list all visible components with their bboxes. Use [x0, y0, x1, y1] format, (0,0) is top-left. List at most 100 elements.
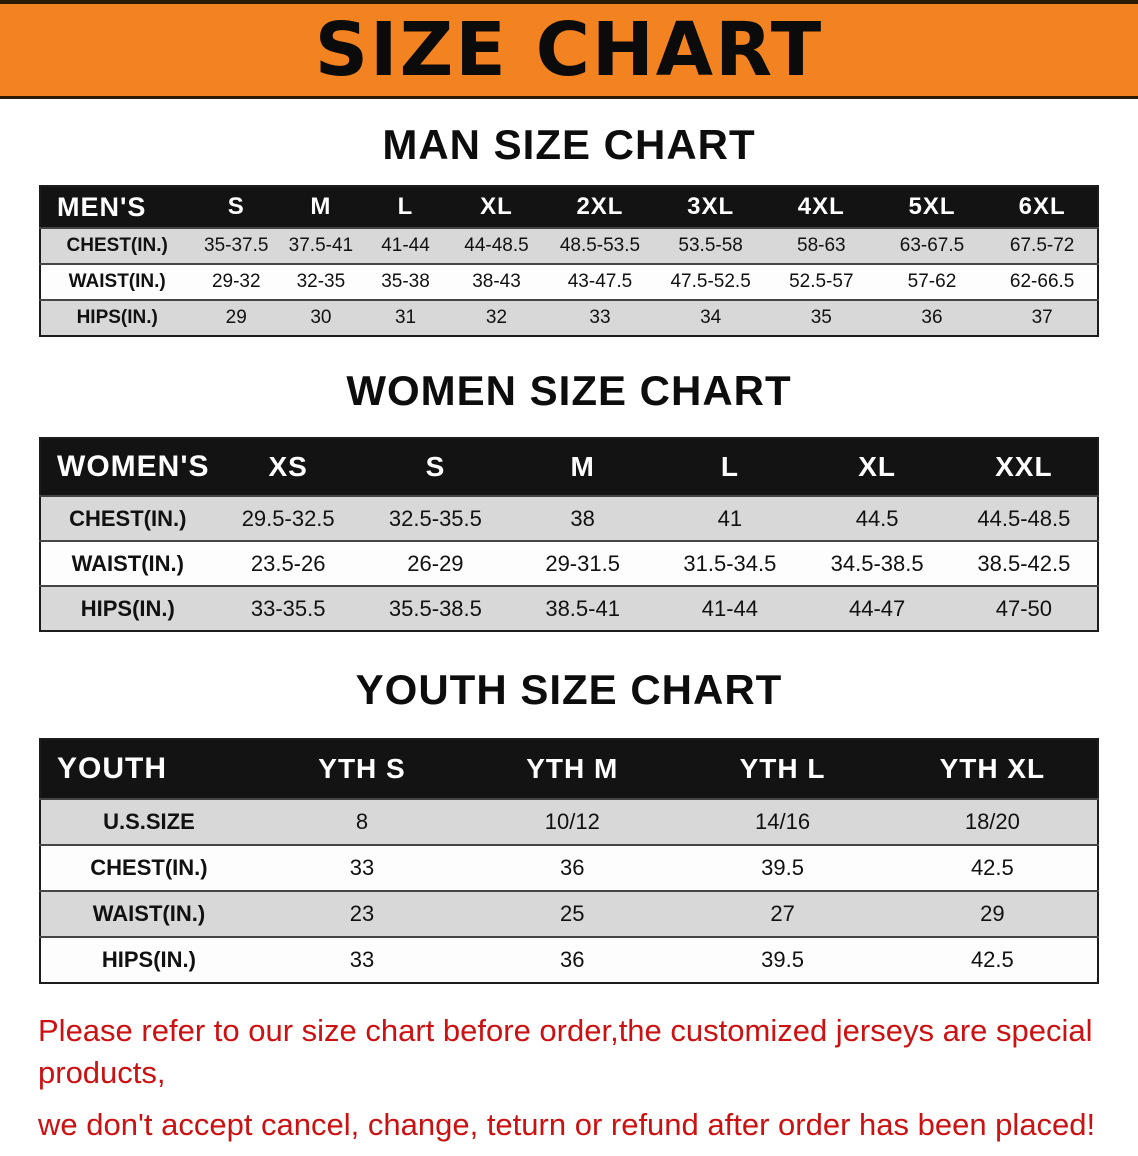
measurement-row-label: CHEST(IN.) — [90, 855, 208, 880]
size-value-cell: 38 — [570, 505, 595, 531]
size-value-cell: 35.5-38.5 — [388, 595, 482, 621]
banner: SIZE CHART — [0, 0, 1138, 99]
size-value-cell: 39.5 — [761, 855, 804, 880]
size-value-cell: 57-62 — [907, 271, 957, 292]
size-value-cell: 37.5-41 — [288, 235, 354, 256]
measurement-row: HIPS(IN.) 33-35.5 35.5-38.5 38.5-41 41-44 44-… — [40, 586, 1098, 631]
size-column-header: YTH M — [467, 739, 678, 799]
men-section-heading: MAN SIZE CHART — [382, 121, 756, 168]
size-value-cell: 29.5-32.5 — [241, 505, 335, 531]
size-value-cell: 33 — [589, 307, 611, 328]
youth-size-section: YOUTH SIZE CHART YOUTH YTH S YTH M YTH L YTH… — [0, 666, 1138, 984]
size-value-cell: 63-67.5 — [899, 235, 965, 256]
measurement-row-label: HIPS(IN.) — [80, 595, 175, 621]
table-head: WOMEN'S XS S M L XL XXL — [40, 438, 1098, 496]
measurement-row-label: CHEST(IN.) — [66, 235, 168, 256]
size-value-cell: 31 — [394, 307, 417, 328]
size-column-header: XL — [448, 186, 545, 228]
size-value-cell: 41 — [717, 505, 743, 531]
size-value-cell: 18/20 — [964, 809, 1020, 834]
size-value-cell: 26-29 — [407, 550, 464, 576]
measurement-row-label: HIPS(IN.) — [76, 307, 158, 328]
size-column-header: 3XL — [655, 186, 766, 228]
measurement-row: WAIST(IN.) 23 25 27 29 — [40, 891, 1098, 937]
size-value-cell: 35-38 — [381, 271, 430, 292]
size-value-cell: 23.5-26 — [250, 550, 326, 576]
measurement-row: HIPS(IN.) 29 30 31 32 33 34 35 36 37 — [40, 300, 1098, 336]
size-value-cell: 67.5-72 — [1009, 235, 1075, 256]
size-value-cell: 52.5-57 — [789, 271, 854, 292]
size-column-header: 5XL — [876, 186, 988, 228]
size-value-cell: 41-44 — [381, 235, 430, 256]
size-value-cell: 29-31.5 — [545, 550, 620, 576]
measurement-row-label: CHEST(IN.) — [69, 505, 187, 531]
measurement-row: HIPS(IN.) 33 36 39.5 42.5 — [40, 937, 1098, 983]
size-column-header: XS — [214, 438, 362, 496]
size-value-cell: 34 — [700, 307, 722, 328]
size-value-cell: 29-32 — [211, 271, 261, 292]
size-value-cell: 48.5-53.5 — [559, 235, 641, 256]
men-size-table: MEN'S S M L XL 2XL 3XL 4XL 5XL 6XL CHEST(IN.) 35-37… — [39, 185, 1099, 337]
measurement-row: CHEST(IN.) 33 36 39.5 42.5 — [40, 845, 1098, 891]
size-value-cell: 42.5 — [970, 947, 1014, 972]
size-value-cell: 44.5 — [855, 505, 899, 531]
measurement-row-label: HIPS(IN.) — [101, 947, 196, 972]
table-corner-label: YOUTH — [40, 739, 257, 799]
measurement-row: WAIST(IN.) 23.5-26 26-29 29-31.5 31.5-34.5 34… — [40, 541, 1098, 586]
size-column-header: YTH XL — [887, 739, 1098, 799]
table-corner-label: WOMEN'S — [40, 438, 215, 496]
measurement-row: WAIST(IN.) 29-32 32-35 35-38 38-43 43-47.5 47.… — [40, 264, 1098, 300]
size-column-header: S — [361, 438, 510, 496]
women-size-table: WOMEN'S XS S M L XL XXL CHEST(IN.) 29.5-32.5 32.5… — [39, 437, 1099, 632]
size-value-cell: 29 — [980, 901, 1005, 926]
measurement-row-label: WAIST(IN.) — [71, 550, 184, 576]
size-column-header: XXL — [950, 438, 1098, 496]
page-title: SIZE CHART — [314, 7, 824, 93]
size-column-header: 6XL — [987, 186, 1098, 228]
size-value-cell: 8 — [355, 809, 369, 834]
size-column-header: YTH S — [256, 739, 468, 799]
size-value-cell: 53.5-58 — [678, 235, 743, 256]
measurement-row-label: U.S.SIZE — [103, 809, 195, 834]
measurement-row: CHEST(IN.) 35-37.5 37.5-41 41-44 44-48.5 48.5… — [40, 228, 1098, 264]
size-column-header: L — [362, 186, 449, 228]
table-corner-label: MEN'S — [40, 186, 194, 228]
size-value-cell: 39.5 — [761, 947, 804, 972]
size-value-cell: 29 — [225, 307, 247, 328]
size-value-cell: 47-50 — [995, 595, 1052, 621]
size-value-cell: 58-63 — [797, 235, 846, 256]
size-value-cell: 62-66.5 — [1009, 271, 1075, 292]
size-value-cell: 25 — [560, 901, 585, 926]
table-body: CHEST(IN.) 35-37.5 37.5-41 41-44 44-48.5 48.5… — [40, 228, 1098, 336]
size-value-cell: 43-47.5 — [567, 271, 633, 292]
size-value-cell: 44.5-48.5 — [977, 505, 1071, 531]
size-column-header: S — [193, 186, 280, 228]
size-column-header: YTH L — [677, 739, 888, 799]
size-value-cell: 47.5-52.5 — [670, 271, 751, 292]
notice-line-1: Please refer to our size chart before or… — [38, 1013, 1093, 1090]
women-section-heading: WOMEN SIZE CHART — [346, 367, 792, 414]
size-value-cell: 44-48.5 — [464, 235, 529, 256]
youth-section-heading: YOUTH SIZE CHART — [355, 666, 783, 713]
measurement-row: U.S.SIZE 8 10/12 14/16 18/20 — [40, 799, 1098, 845]
header-row: MEN'S S M L XL 2XL 3XL 4XL 5XL 6XL — [40, 186, 1098, 228]
size-value-cell: 36 — [560, 947, 585, 972]
size-value-cell: 35 — [810, 307, 832, 328]
table-head: YOUTH YTH S YTH M YTH L YTH XL — [40, 739, 1098, 799]
size-value-cell: 35-37.5 — [204, 235, 269, 256]
table-head: MEN'S S M L XL 2XL 3XL 4XL 5XL 6XL — [40, 186, 1098, 228]
size-value-cell: 33 — [349, 947, 375, 972]
men-size-section: MAN SIZE CHART MEN'S S M L XL 2XL 3XL 4XL 5XL 6XL… — [0, 121, 1138, 337]
measurement-row-label: WAIST(IN.) — [92, 901, 206, 926]
size-column-header: M — [279, 186, 363, 228]
size-value-cell: 38.5-41 — [545, 595, 620, 621]
size-value-cell: 27 — [770, 901, 795, 926]
size-column-header: 2XL — [544, 186, 656, 228]
size-value-cell: 36 — [921, 307, 943, 328]
size-value-cell: 42.5 — [970, 855, 1014, 880]
women-size-section: WOMEN SIZE CHART WOMEN'S XS S M L XL XXL CHEST(… — [0, 367, 1138, 632]
measurement-row-label: WAIST(IN.) — [68, 271, 166, 292]
size-value-cell: 30 — [310, 307, 332, 328]
size-value-cell: 34.5-38.5 — [830, 550, 924, 576]
